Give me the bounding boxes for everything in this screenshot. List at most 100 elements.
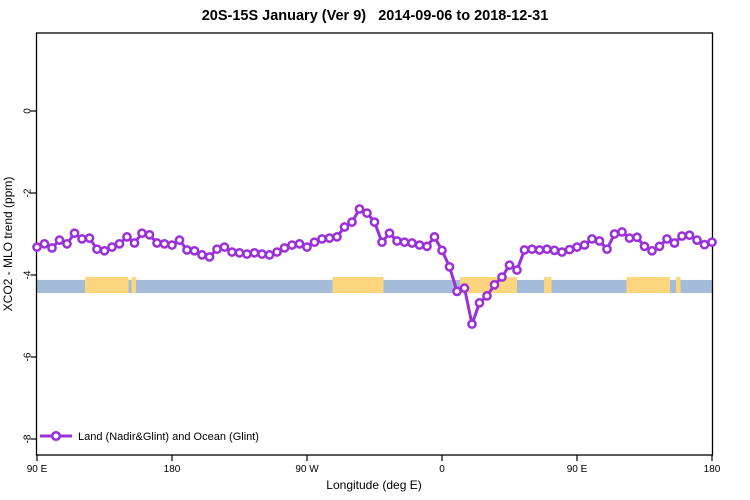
- data-point: [692, 235, 702, 245]
- data-point: [122, 232, 132, 242]
- data-point: [309, 237, 320, 248]
- x-tick-label: 90 E: [27, 464, 48, 475]
- data-point: [369, 217, 380, 227]
- data-point: [482, 291, 492, 301]
- data-point: [422, 241, 432, 252]
- data-point: [654, 241, 665, 252]
- data-point: [579, 240, 590, 250]
- data-point: [114, 238, 125, 249]
- data-point: [264, 250, 275, 260]
- data-point: [167, 240, 177, 250]
- data-point: [564, 244, 575, 255]
- data-point: [362, 208, 372, 218]
- data-point: [39, 238, 50, 249]
- data-point: [632, 232, 642, 243]
- data-point: [489, 279, 500, 290]
- data-point: [354, 204, 365, 214]
- data-point: [617, 227, 627, 237]
- data-point: [227, 247, 237, 257]
- data-point: [504, 260, 515, 271]
- chart-title: 20S-15S January (Ver 9) 2014-09-06 to 20…: [201, 8, 549, 24]
- y-tick-label: -4: [23, 270, 34, 279]
- legend-marker: [50, 430, 62, 442]
- data-point: [384, 228, 395, 239]
- data-point: [32, 242, 42, 252]
- data-point: [152, 238, 162, 248]
- data-point: [159, 238, 170, 249]
- data-point: [204, 252, 215, 262]
- data-point: [287, 240, 297, 250]
- data-point: [92, 244, 102, 255]
- y-tick-label: 0: [23, 108, 34, 114]
- data-point: [234, 248, 245, 258]
- data-series: [32, 204, 717, 330]
- data-point: [609, 229, 620, 239]
- data-point: [212, 244, 222, 255]
- data-point: [467, 319, 477, 330]
- data-point: [129, 238, 140, 248]
- x-tick-label: 0: [439, 464, 445, 475]
- data-point: [392, 236, 402, 246]
- data-point: [542, 244, 552, 255]
- data-point: [699, 239, 710, 250]
- data-point: [459, 283, 470, 293]
- data-point: [497, 272, 507, 282]
- data-point: [624, 233, 635, 243]
- data-point: [452, 286, 462, 297]
- x-tick-label: 90 E: [567, 464, 588, 475]
- data-point: [62, 238, 72, 249]
- data-point: [317, 234, 327, 244]
- x-tick-label: 90 W: [295, 464, 319, 475]
- data-point: [137, 228, 147, 239]
- data-point: [474, 298, 485, 308]
- y-tick-label: -6: [23, 352, 34, 361]
- data-point: [647, 245, 657, 256]
- data-point: [407, 238, 417, 248]
- axes: 90 E 180 90 W 0 90 E 180 0 -2 -4 -6 -8: [23, 32, 721, 475]
- data-point: [99, 245, 110, 256]
- x-axis-title: Longitude (deg E): [326, 478, 421, 492]
- land-patch: [676, 277, 681, 294]
- data-point: [377, 237, 387, 248]
- data-point: [279, 243, 290, 253]
- data-point: [684, 230, 695, 241]
- data-point: [47, 243, 57, 253]
- data-point: [347, 217, 357, 227]
- data-point: [639, 241, 650, 252]
- y-tick-label: -2: [23, 188, 34, 197]
- data-point: [602, 244, 612, 255]
- data-point: [174, 235, 185, 245]
- data-point: [332, 232, 342, 242]
- data-point: [572, 242, 582, 252]
- data-point: [302, 242, 312, 252]
- data-point: [197, 250, 207, 260]
- data-point: [437, 245, 447, 256]
- y-axis-title: XCO2 - MLO trend (ppm): [1, 177, 15, 312]
- data-point: [339, 222, 350, 232]
- data-point: [324, 233, 335, 243]
- legend: Land (Nadir&Glint) and Ocean (Glint): [40, 430, 259, 443]
- data-point: [84, 233, 95, 243]
- land-patch: [131, 277, 136, 294]
- data-point: [549, 245, 560, 256]
- land-patch: [544, 277, 552, 294]
- data-point: [294, 238, 305, 249]
- data-point: [77, 234, 87, 244]
- data-point: [107, 242, 117, 252]
- data-point: [54, 235, 65, 245]
- data-point: [557, 247, 567, 257]
- data-point: [242, 249, 252, 259]
- data-point: [512, 265, 522, 275]
- land-ocean-band: [37, 277, 712, 294]
- data-point: [587, 234, 597, 244]
- data-point: [272, 247, 282, 257]
- data-point: [519, 245, 530, 255]
- data-point: [257, 249, 267, 259]
- land-patch: [626, 277, 670, 294]
- data-point: [444, 261, 455, 272]
- land-patch: [85, 277, 129, 294]
- data-point: [69, 228, 80, 239]
- data-point: [182, 245, 192, 255]
